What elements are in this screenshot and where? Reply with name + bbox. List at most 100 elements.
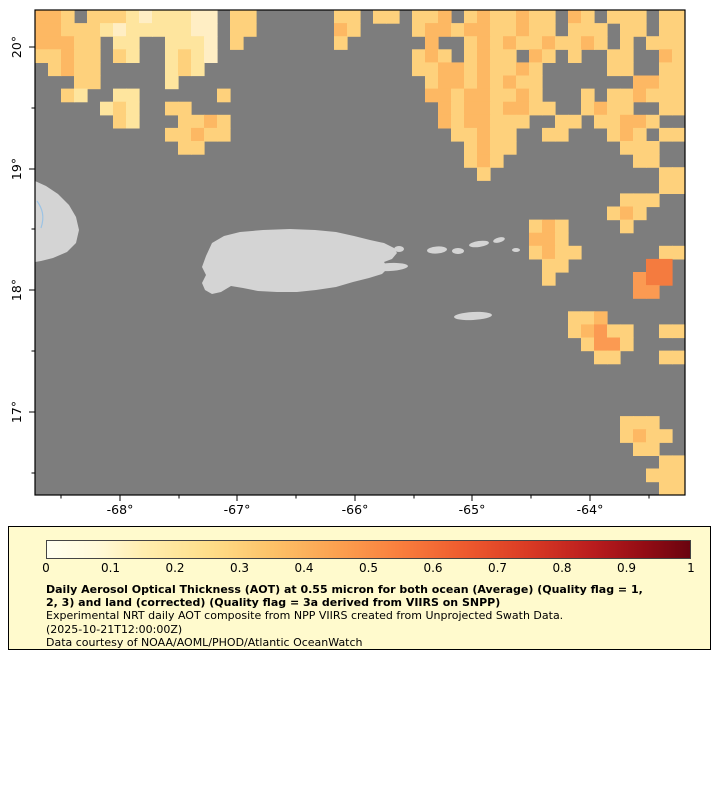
aot-cell (35, 10, 49, 24)
aot-cell (620, 36, 634, 50)
aot-cell (672, 62, 685, 77)
aot-cell (165, 10, 179, 24)
aot-cell (659, 167, 673, 181)
aot-cell (607, 350, 621, 365)
aot-cell (412, 23, 426, 37)
lon-tick-label: -66° (342, 502, 369, 517)
aot-cell (386, 10, 400, 24)
aot-cell (139, 23, 153, 37)
aot-cell (126, 49, 140, 63)
aot-cell (451, 62, 465, 77)
colorbar-tick-label: 0.8 (552, 561, 572, 575)
aot-cell (165, 62, 179, 77)
aot-cell (542, 232, 556, 247)
aot-cell (412, 49, 426, 63)
aot-cell (191, 49, 205, 63)
aot-cell (425, 10, 439, 24)
aot-cell (646, 75, 660, 90)
aot-cell (555, 36, 569, 50)
legend-panel: 0 0.1 0.2 0.3 0.4 0.5 0.6 0.7 0.8 0.9 1 Daily Aero… (8, 526, 711, 650)
aot-cell (126, 88, 140, 103)
anegada-island (512, 248, 520, 252)
aot-cell (178, 49, 192, 63)
aot-cell (620, 193, 634, 208)
aot-cell (477, 141, 491, 155)
aot-cell (61, 36, 75, 50)
aot-cell (334, 10, 348, 24)
aot-cell (503, 10, 517, 24)
aot-cell (48, 23, 62, 37)
aot-cell (633, 75, 647, 90)
aot-cell (74, 88, 88, 103)
aot-cell (672, 127, 685, 142)
aot-cell (659, 10, 673, 24)
aot-cell (425, 88, 439, 103)
aot-cell (61, 23, 75, 37)
legend-text-block: Daily Aerosol Optical Thickness (AOT) at… (46, 583, 700, 649)
legend-title-line-2: 2, 3) and land (corrected) (Quality flag… (46, 596, 501, 610)
longitude-axis: -68° -67° -66° -65° -64° (60, 495, 650, 517)
aot-cell (594, 337, 608, 352)
aot-cell (620, 62, 634, 77)
aot-cell (347, 10, 361, 24)
aot-cell (607, 337, 621, 352)
aot-cell (555, 258, 569, 273)
aot-cell (646, 258, 660, 273)
aot-cell (555, 219, 569, 234)
aot-cell (555, 114, 569, 129)
aot-cell (516, 23, 530, 37)
aot-cell (178, 127, 192, 142)
aot-cell (35, 49, 49, 63)
aot-cell (503, 36, 517, 50)
aot-cell (113, 49, 127, 63)
aot-cell (542, 49, 556, 63)
lon-tick-label: -64° (577, 502, 604, 517)
aot-cell (178, 141, 192, 155)
aot-cell (490, 127, 504, 142)
aot-cell (620, 127, 634, 142)
aot-cell (646, 468, 660, 483)
vieques-island (372, 262, 408, 272)
colorbar-scale-labels: 0 0.1 0.2 0.3 0.4 0.5 0.6 0.7 0.8 0.9 1 (42, 561, 695, 576)
aot-cell (490, 114, 504, 129)
aot-cell (633, 10, 647, 24)
aot-cell (438, 10, 452, 24)
aot-cell (633, 429, 647, 443)
aot-cell (178, 114, 192, 129)
lon-tick-label: -68° (107, 502, 134, 517)
aot-cell (139, 10, 153, 24)
aot-cell (464, 88, 478, 103)
aot-cell (503, 62, 517, 77)
aot-cell (451, 127, 465, 142)
aot-cell (633, 442, 647, 456)
aot-cell (646, 272, 660, 286)
landmasses (35, 181, 520, 321)
aot-cell (607, 62, 621, 77)
aot-cell (620, 206, 634, 221)
hispaniola-landmass (35, 181, 79, 262)
aot-cell (61, 62, 75, 77)
aot-cell (607, 127, 621, 142)
aot-cell (438, 75, 452, 90)
aot-cell (347, 23, 361, 37)
colorbar-tick-label: 0.4 (294, 561, 314, 575)
aot-cell (516, 10, 530, 24)
aot-cell (542, 258, 556, 273)
aot-cell (490, 10, 504, 24)
river-line (36, 200, 44, 229)
aot-cell (529, 232, 543, 247)
aot-cell (87, 75, 101, 90)
aot-cell (620, 324, 634, 339)
aot-cell (672, 23, 685, 37)
aot-cell (503, 127, 517, 142)
puerto-rico-landmass (202, 229, 397, 294)
aot-cell (87, 36, 101, 50)
lat-tick-label: 19° (9, 158, 24, 180)
aot-cell (516, 101, 530, 116)
aot-cell (165, 101, 179, 116)
aot-cell (243, 10, 257, 24)
aot-cell (425, 36, 439, 50)
aot-cell (646, 36, 660, 50)
aot-cell (178, 36, 192, 50)
